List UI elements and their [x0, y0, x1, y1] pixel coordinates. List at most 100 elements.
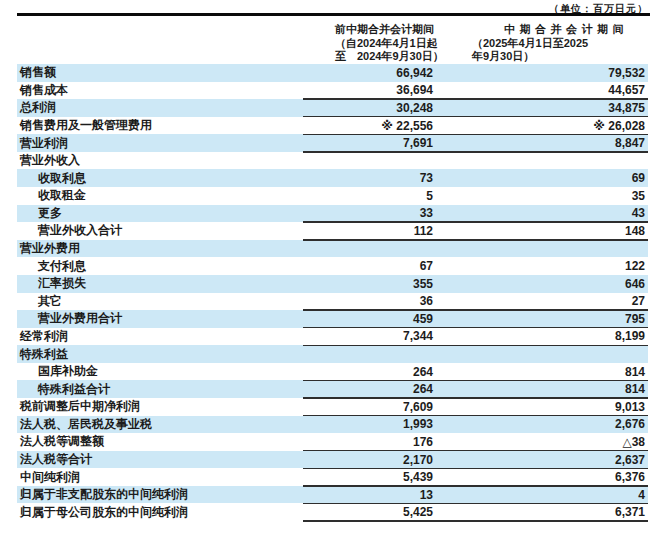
row-label: 特殊利益合计 — [17, 381, 303, 398]
table-row: 税前调整后中期净利润7,6099,013 — [17, 398, 648, 416]
value-prior-period: 112 — [303, 224, 433, 238]
table-row: 收取租金535 — [17, 187, 648, 205]
table-row: 特殊利益 — [17, 345, 648, 363]
value-prior-period: 36,694 — [303, 83, 433, 97]
row-label: 法人税、居民税及事业税 — [17, 416, 303, 433]
table-row: 总利润30,24834,875 — [17, 99, 648, 117]
row-label: 更多 — [17, 205, 303, 222]
value-prior-period: 2,170 — [303, 453, 433, 467]
value-current-period: 34,875 — [433, 101, 648, 115]
row-label: 税前调整后中期净利润 — [17, 398, 303, 415]
value-current-period: ※ 26,028 — [433, 119, 648, 133]
value-current-period: 43 — [433, 206, 648, 220]
value-prior-period: 67 — [303, 259, 433, 273]
value-current-period: 35 — [433, 189, 648, 203]
row-label: 营业外费用 — [17, 240, 303, 257]
column-header-line: 至 2024年9月30日） — [335, 50, 444, 64]
value-current-period: 814 — [433, 382, 648, 396]
table-row: 更多3343 — [17, 205, 648, 223]
row-label: 销售成本 — [17, 82, 303, 99]
table-row: 法人税、居民税及事业税1,9932,676 — [17, 416, 648, 434]
value-prior-period: 1,993 — [303, 417, 433, 431]
value-current-period: 148 — [433, 224, 648, 238]
financial-statement-page: （单位：百万日元） 前中期合并会计期间 （自2024年4月1日起 至 2024年… — [0, 0, 660, 536]
table-row: 营业外收入 — [17, 152, 648, 170]
row-label: 营业利润 — [17, 135, 303, 152]
table-row: 归属于非支配股东的中间纯利润134 — [17, 486, 648, 504]
row-label: 其它 — [17, 293, 303, 310]
table-row: 营业外费用 — [17, 240, 648, 258]
column-header-line: （2025年4月1日至2025 — [472, 37, 628, 51]
value-prior-period: 30,248 — [303, 101, 433, 115]
value-prior-period: 355 — [303, 277, 433, 291]
value-current-period: 69 — [433, 171, 648, 185]
table-row: 销售额66,94279,532 — [17, 64, 648, 82]
column-header-prior-period: 前中期合并会计期间 （自2024年4月1日起 至 2024年9月30日） — [335, 23, 444, 64]
value-current-period: 6,371 — [433, 505, 648, 519]
value-current-period: 646 — [433, 277, 648, 291]
row-label: 营业外费用合计 — [17, 310, 303, 327]
table-row: 中间纯利润5,4396,376 — [17, 468, 648, 486]
value-prior-period: 176 — [303, 435, 433, 449]
value-current-period: 2,637 — [433, 453, 648, 467]
value-prior-period: 5,439 — [303, 470, 433, 484]
row-label: 归属于母公司股东的中间纯利润 — [17, 504, 303, 521]
value-current-period: 44,657 — [433, 83, 648, 97]
value-current-period: 8,199 — [433, 329, 648, 343]
row-label: 营业外收入合计 — [17, 222, 303, 239]
row-label: 法人税等合计 — [17, 451, 303, 468]
row-label: 特殊利益 — [17, 346, 303, 363]
row-label: 法人税等调整额 — [17, 433, 303, 450]
value-prior-period: 73 — [303, 171, 433, 185]
header-rule — [17, 13, 650, 16]
value-prior-period: 5 — [303, 189, 433, 203]
value-current-period: 795 — [433, 312, 648, 326]
value-current-period: 814 — [433, 365, 648, 379]
value-prior-period: 7,609 — [303, 400, 433, 414]
row-label: 收取利息 — [17, 170, 303, 187]
value-prior-period: 13 — [303, 488, 433, 502]
value-current-period: 122 — [433, 259, 648, 273]
value-prior-period: 264 — [303, 382, 433, 396]
table-row: 法人税等调整额176△38 — [17, 433, 648, 451]
value-prior-period: 5,425 — [303, 505, 433, 519]
row-label: 收取租金 — [17, 187, 303, 204]
value-prior-period: ※ 22,556 — [303, 119, 433, 133]
table-row: 营业外收入合计112148 — [17, 222, 648, 240]
value-current-period: 79,532 — [433, 66, 648, 80]
table-row: 支付利息67122 — [17, 257, 648, 275]
value-current-period: 6,376 — [433, 470, 648, 484]
value-prior-period: 264 — [303, 365, 433, 379]
row-label: 汇率损失 — [17, 275, 303, 292]
table-row: 归属于母公司股东的中间纯利润5,4256,371 — [17, 503, 648, 521]
table-row: 其它3627 — [17, 293, 648, 311]
table-row: 汇率损失355646 — [17, 275, 648, 293]
value-prior-period: 33 — [303, 206, 433, 220]
value-current-period: △38 — [433, 435, 648, 449]
row-label: 支付利息 — [17, 258, 303, 275]
row-label: 营业外收入 — [17, 152, 303, 169]
value-current-period: 2,676 — [433, 417, 648, 431]
income-statement-table: 销售额66,94279,532销售成本36,69444,657总利润30,248… — [17, 64, 648, 521]
table-row: 销售成本36,69444,657 — [17, 82, 648, 100]
value-current-period: 9,013 — [433, 400, 648, 414]
table-row: 经常利润7,3448,199 — [17, 328, 648, 346]
table-row: 国库补助金264814 — [17, 363, 648, 381]
row-label: 经常利润 — [17, 328, 303, 345]
table-row: 收取利息7369 — [17, 169, 648, 187]
value-current-period: 27 — [433, 294, 648, 308]
value-prior-period: 459 — [303, 312, 433, 326]
value-prior-period: 66,942 — [303, 66, 433, 80]
row-label: 销售额 — [17, 64, 303, 81]
column-header-current-period: 中期合并会计期间 （2025年4月1日至2025 年9月30日） — [472, 23, 628, 64]
column-header-line: 中期合并会计期间 — [472, 23, 628, 37]
value-prior-period: 7,344 — [303, 329, 433, 343]
column-header-line: 年9月30日） — [472, 50, 628, 64]
value-current-period: 8,847 — [433, 136, 648, 150]
value-prior-period: 7,691 — [303, 136, 433, 150]
table-row: 特殊利益合计264814 — [17, 380, 648, 398]
table-row: 法人税等合计2,1702,637 — [17, 451, 648, 469]
row-label: 中间纯利润 — [17, 469, 303, 486]
table-row: 营业利润7,6918,847 — [17, 134, 648, 152]
row-label: 国库补助金 — [17, 363, 303, 380]
